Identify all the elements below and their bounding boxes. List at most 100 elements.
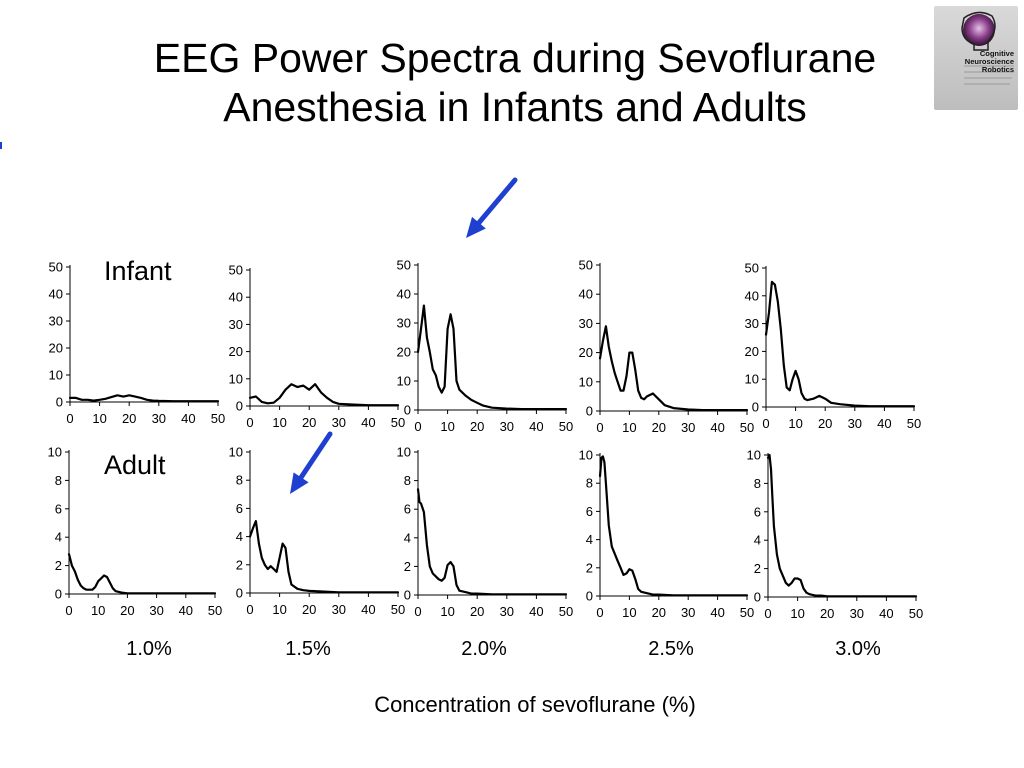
panel-8-x-tick-label-3: 30 xyxy=(500,604,514,619)
panel-3-spectrum-line xyxy=(416,304,568,411)
panel-7-y-tick-label-2: 4 xyxy=(236,529,243,544)
panel-7-x-tick-label-3: 30 xyxy=(332,602,346,617)
panel-2-spectrum-line xyxy=(248,383,400,407)
panel-2-x-tick-label-1: 10 xyxy=(272,415,286,430)
panel-3-x-tick-label-3: 30 xyxy=(500,419,514,434)
row-label-adult: Adult xyxy=(104,450,166,480)
panel-10-x-tick-label-5: 50 xyxy=(909,606,923,621)
panel-6-y-tick-label-2: 4 xyxy=(55,530,62,545)
panel-2-y-tick-label-0: 0 xyxy=(236,399,243,414)
panel-6-y-tick-label-0: 0 xyxy=(55,587,62,602)
panel-9-x-tick-label-4: 40 xyxy=(710,605,724,620)
panel-4-x-tick-label-3: 30 xyxy=(681,420,695,435)
panel-7-x-tick-label-2: 20 xyxy=(302,602,316,617)
panel-8-x-tick-label-1: 10 xyxy=(440,604,454,619)
panel-6-spectrum-line xyxy=(67,553,217,595)
panel-10-x-tick-label-4: 40 xyxy=(879,606,893,621)
panel-7-x-tick-label-0: 0 xyxy=(246,602,253,617)
panel-10-x-tick-label-3: 30 xyxy=(850,606,864,621)
panel-2-x-tick-label-4: 40 xyxy=(361,415,375,430)
concentration-label-1: 1.0% xyxy=(126,638,172,660)
x-axis-label: Concentration of sevoflurane (%) xyxy=(374,692,696,717)
panel-8-y-tick-label-1: 2 xyxy=(404,559,411,574)
panel-1-x-tick-label-1: 10 xyxy=(92,411,106,426)
panel-1-y-tick-label-5: 50 xyxy=(49,260,63,275)
concentration-label-5: 3.0% xyxy=(835,638,881,660)
panel-6-x-tick-label-0: 0 xyxy=(65,603,72,618)
panel-3-x-tick-label-1: 10 xyxy=(440,419,454,434)
concentration-label-3: 2.0% xyxy=(461,638,507,660)
panel-6-y-tick-label-5: 10 xyxy=(48,445,62,460)
panel-5-x-tick-label-3: 30 xyxy=(848,416,862,431)
panel-9-y-tick-label-1: 2 xyxy=(586,560,593,575)
logo-text-line-1: Cognitive xyxy=(979,49,1014,58)
panel-8-y-tick-label-5: 10 xyxy=(397,445,411,460)
panel-3-x-tick-label-2: 20 xyxy=(470,419,484,434)
panel-6-x-tick-label-4: 40 xyxy=(179,603,193,618)
panel-10-y-tick-label-1: 2 xyxy=(754,561,761,576)
panel-3-y-tick-label-1: 10 xyxy=(397,374,411,389)
panel-9-x-tick-label-1: 10 xyxy=(622,605,636,620)
panel-5-y-tick-label-0: 0 xyxy=(752,400,759,415)
panel-1-x-tick-label-0: 0 xyxy=(66,411,73,426)
panel-2-x-tick-label-5: 50 xyxy=(391,415,405,430)
concentration-label-2: 1.5% xyxy=(285,638,331,660)
panel-1-x-tick-label-5: 50 xyxy=(211,411,225,426)
panel-8-y-tick-label-0: 0 xyxy=(404,588,411,603)
panel-5-y-tick-label-3: 30 xyxy=(745,316,759,331)
logo-text-line-2: Neuroscience xyxy=(964,57,1014,66)
panel-8-y-tick-label-3: 6 xyxy=(404,502,411,517)
panel-6-x-tick-label-1: 10 xyxy=(91,603,105,618)
panel-9-x-tick-label-2: 20 xyxy=(652,605,666,620)
panel-9-spectrum-line xyxy=(598,455,749,597)
panel-5-x-tick-label-0: 0 xyxy=(762,416,769,431)
panel-8-x-tick-label-5: 50 xyxy=(559,604,573,619)
panel-4-y-tick-label-4: 40 xyxy=(579,287,593,302)
panel-9-y-tick-label-2: 4 xyxy=(586,532,593,547)
panel-1-x-tick-label-2: 20 xyxy=(122,411,136,426)
panel-1-y-tick-label-2: 20 xyxy=(49,341,63,356)
panel-4-y-tick-label-0: 0 xyxy=(586,404,593,419)
panel-10-y-tick-label-2: 4 xyxy=(754,533,761,548)
panel-1-x-tick-label-4: 40 xyxy=(181,411,195,426)
panel-2-y-tick-label-1: 10 xyxy=(229,371,243,386)
panel-5-y-tick-label-1: 10 xyxy=(745,372,759,387)
panel-5-x-tick-label-4: 40 xyxy=(877,416,891,431)
panel-4-x-tick-label-0: 0 xyxy=(596,420,603,435)
arrow-infant-head xyxy=(466,216,486,238)
panel-3-y-tick-label-4: 40 xyxy=(397,287,411,302)
logo-text-line-3: Robotics xyxy=(981,65,1014,74)
panel-1-y-tick-label-0: 0 xyxy=(56,395,63,410)
panel-10-y-tick-label-0: 0 xyxy=(754,590,761,605)
panel-9-x-tick-label-3: 30 xyxy=(681,605,695,620)
panel-10-x-tick-label-1: 10 xyxy=(790,606,804,621)
panel-4-spectrum-line xyxy=(598,325,749,412)
panel-2-x-tick-label-2: 20 xyxy=(302,415,316,430)
panel-10-x-tick-label-2: 20 xyxy=(820,606,834,621)
panel-2-y-tick-label-5: 50 xyxy=(229,263,243,278)
panel-8-x-tick-label-4: 40 xyxy=(529,604,543,619)
panel-8-y-tick-label-2: 4 xyxy=(404,530,411,545)
panel-6-x-tick-label-3: 30 xyxy=(149,603,163,618)
panel-1-y-tick-label-4: 40 xyxy=(49,287,63,302)
panel-5-x-tick-label-1: 10 xyxy=(788,416,802,431)
arrow-adult-head xyxy=(290,472,309,494)
panel-10-y-tick-label-3: 6 xyxy=(754,504,761,519)
panel-10-y-tick-label-4: 8 xyxy=(754,476,761,491)
panel-3-y-tick-label-5: 50 xyxy=(397,258,411,273)
panel-9-x-tick-label-5: 50 xyxy=(740,605,754,620)
panel-9-y-tick-label-3: 6 xyxy=(586,504,593,519)
panel-5-y-tick-label-2: 20 xyxy=(745,344,759,359)
arrow-adult-shaft xyxy=(298,431,333,480)
panel-7-y-tick-label-1: 2 xyxy=(236,557,243,572)
panel-3-y-tick-label-3: 30 xyxy=(397,316,411,331)
panel-5-x-tick-label-2: 20 xyxy=(818,416,832,431)
panel-8-y-tick-label-4: 8 xyxy=(404,473,411,488)
panel-5-y-tick-label-4: 40 xyxy=(745,288,759,303)
panel-3-x-tick-label-0: 0 xyxy=(414,419,421,434)
panel-6-x-tick-label-5: 50 xyxy=(208,603,222,618)
panel-9-x-tick-label-0: 0 xyxy=(596,605,603,620)
concentration-label-4: 2.5% xyxy=(648,638,694,660)
panel-4-y-tick-label-1: 10 xyxy=(579,374,593,389)
